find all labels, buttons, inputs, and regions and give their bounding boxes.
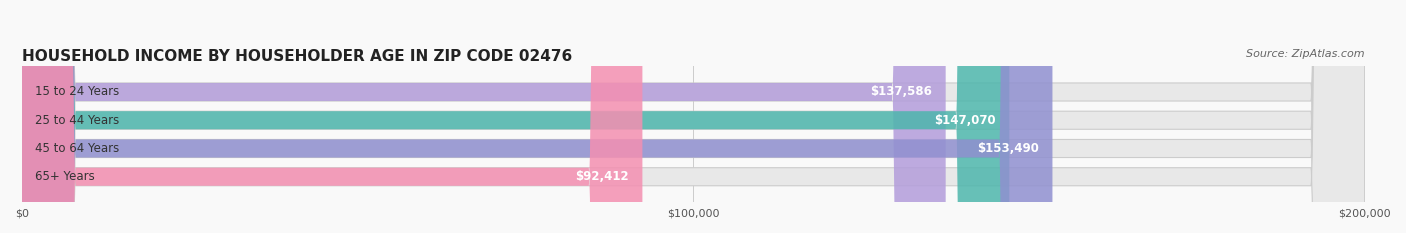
Text: 45 to 64 Years: 45 to 64 Years <box>35 142 120 155</box>
Text: 15 to 24 Years: 15 to 24 Years <box>35 86 120 99</box>
Text: $147,070: $147,070 <box>935 114 995 127</box>
Text: 25 to 44 Years: 25 to 44 Years <box>35 114 120 127</box>
FancyBboxPatch shape <box>22 0 1365 233</box>
Text: $92,412: $92,412 <box>575 170 628 183</box>
FancyBboxPatch shape <box>22 0 1365 233</box>
Text: HOUSEHOLD INCOME BY HOUSEHOLDER AGE IN ZIP CODE 02476: HOUSEHOLD INCOME BY HOUSEHOLDER AGE IN Z… <box>22 49 572 64</box>
FancyBboxPatch shape <box>22 0 1010 233</box>
FancyBboxPatch shape <box>22 0 643 233</box>
Text: $153,490: $153,490 <box>977 142 1039 155</box>
FancyBboxPatch shape <box>22 0 1053 233</box>
FancyBboxPatch shape <box>22 0 1365 233</box>
Text: Source: ZipAtlas.com: Source: ZipAtlas.com <box>1246 49 1365 58</box>
Text: 65+ Years: 65+ Years <box>35 170 96 183</box>
FancyBboxPatch shape <box>22 0 946 233</box>
Text: $137,586: $137,586 <box>870 86 932 99</box>
FancyBboxPatch shape <box>22 0 1365 233</box>
